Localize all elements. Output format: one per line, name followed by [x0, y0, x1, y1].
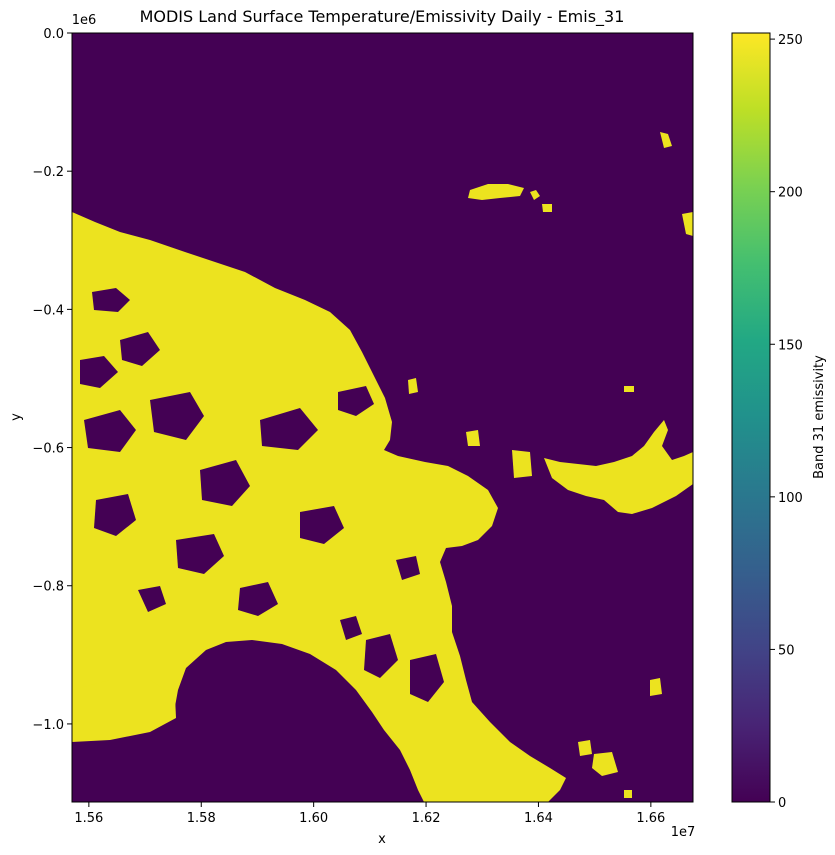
axes-frame — [71, 32, 694, 803]
masked-patches — [80, 288, 444, 702]
masked-patch — [364, 634, 398, 678]
colorbar-label: Band 31 emissivity — [812, 355, 827, 479]
masked-patch — [94, 494, 136, 536]
colorbar-frame — [731, 32, 771, 803]
y-tick-label: −0.4 — [32, 303, 64, 318]
y-tick-label: −0.6 — [32, 442, 64, 457]
y-axis-label: y — [9, 413, 24, 421]
colorbar-tick-label: 0 — [778, 796, 786, 811]
masked-patch — [260, 408, 318, 450]
land-island-northeast-2 — [682, 212, 693, 236]
land-island-small-1 — [408, 378, 418, 394]
x-tick-label: 1.66 — [636, 811, 665, 826]
colorbar-tick-label: 100 — [778, 491, 803, 506]
land-islet-se-3 — [650, 678, 662, 696]
land-islet-se-2 — [592, 752, 618, 776]
masked-patch — [300, 506, 344, 544]
land-southwest — [72, 680, 176, 742]
x-tick-label: 1.56 — [74, 811, 103, 826]
land-island-small-4 — [624, 386, 634, 392]
masked-patch — [80, 356, 118, 388]
y-axis-ticks: 0.0 −0.2 −0.4 −0.6 −0.8 −1.0 — [32, 27, 72, 733]
masked-patch — [84, 410, 136, 452]
colorbar-tick-label: 250 — [778, 33, 803, 48]
x-axis-label: x — [378, 832, 386, 847]
colorbar-tick-label: 200 — [778, 186, 803, 201]
masked-patch — [200, 460, 250, 506]
plot-area — [72, 33, 693, 802]
land-islet-se-4 — [624, 790, 632, 798]
y-tick-label: −1.0 — [32, 718, 64, 733]
land-island-north-3 — [542, 204, 552, 212]
x-axis-ticks: 1.56 1.58 1.60 1.62 1.64 1.66 — [74, 802, 665, 826]
x-tick-label: 1.58 — [187, 811, 216, 826]
x-offset-label: 1e7 — [671, 825, 696, 840]
land-island-north-1 — [468, 184, 524, 200]
y-tick-label: 0.0 — [43, 27, 64, 42]
masked-patch — [120, 332, 160, 366]
masked-patch — [150, 392, 204, 440]
land-island-north-2 — [530, 190, 540, 200]
masked-patch — [92, 288, 130, 312]
x-tick-label: 1.62 — [412, 811, 441, 826]
masked-patch — [340, 616, 362, 640]
y-tick-label: −0.2 — [32, 165, 64, 180]
masked-patch — [338, 386, 374, 416]
land-island-east — [544, 420, 693, 514]
y-offset-label: 1e6 — [72, 13, 97, 28]
colorbar-ticks: 0 50 100 150 200 250 — [770, 33, 803, 811]
x-tick-label: 1.60 — [299, 811, 328, 826]
land-mask — [72, 132, 693, 802]
colorbar-gradient — [732, 33, 770, 802]
masked-patch — [138, 586, 166, 612]
masked-patch — [396, 556, 420, 580]
masked-patch — [176, 534, 224, 574]
x-tick-label: 1.64 — [524, 811, 553, 826]
land-islet-se-1 — [578, 740, 592, 756]
y-tick-label: −0.8 — [32, 580, 64, 595]
colorbar: 0 50 100 150 200 250 Band 31 emissivity — [731, 32, 827, 811]
masked-patch — [410, 654, 444, 702]
land-island-northeast-1 — [660, 132, 672, 148]
land-island-small-2 — [466, 430, 480, 446]
colorbar-tick-label: 150 — [778, 338, 803, 353]
masked-patch — [238, 582, 278, 616]
land-island-small-3 — [512, 450, 532, 478]
land-main — [72, 212, 566, 802]
colorbar-tick-label: 50 — [778, 643, 795, 658]
chart-title: MODIS Land Surface Temperature/Emissivit… — [140, 7, 625, 27]
